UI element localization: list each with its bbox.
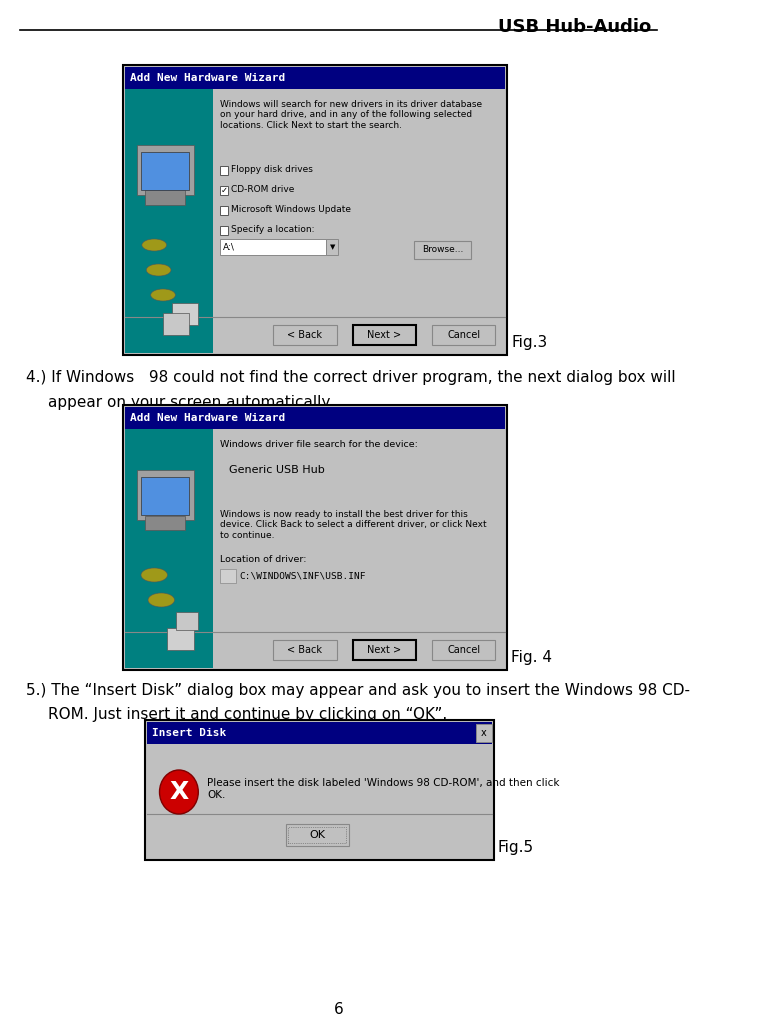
- Text: Cancel: Cancel: [447, 330, 480, 341]
- Bar: [145, 720, 494, 860]
- Bar: [168, 628, 194, 650]
- Text: Windows is now ready to install the best driver for this
device. Click Back to s: Windows is now ready to install the best…: [221, 510, 487, 540]
- Text: Specify a location:: Specify a location:: [231, 226, 315, 235]
- Bar: [141, 152, 189, 190]
- Bar: [221, 206, 228, 215]
- Text: Cancel: Cancel: [447, 645, 480, 655]
- Text: Location of driver:: Location of driver:: [221, 555, 307, 564]
- Bar: [432, 640, 495, 660]
- Bar: [125, 67, 505, 89]
- Text: Floppy disk drives: Floppy disk drives: [231, 166, 313, 175]
- Ellipse shape: [148, 593, 175, 607]
- Ellipse shape: [146, 264, 171, 276]
- Text: ▼: ▼: [330, 244, 335, 250]
- Text: A:\: A:\: [223, 242, 235, 252]
- Bar: [123, 65, 507, 355]
- Ellipse shape: [141, 568, 168, 582]
- Text: Please insert the disk labeled 'Windows 98 CD-ROM', and then click
OK.: Please insert the disk labeled 'Windows …: [207, 778, 560, 800]
- Text: 6: 6: [334, 1002, 344, 1017]
- Bar: [141, 477, 189, 515]
- Bar: [221, 226, 228, 235]
- Text: Insert Disk: Insert Disk: [152, 728, 227, 738]
- Bar: [432, 325, 495, 345]
- Bar: [285, 824, 349, 846]
- Bar: [145, 190, 185, 205]
- Bar: [221, 166, 228, 175]
- Text: CD-ROM drive: CD-ROM drive: [231, 185, 295, 195]
- Bar: [176, 612, 198, 630]
- Bar: [125, 89, 213, 353]
- Bar: [137, 145, 194, 195]
- Text: appear on your screen automatically.: appear on your screen automatically.: [48, 395, 334, 410]
- Bar: [125, 407, 505, 428]
- Text: C:\WINDOWS\INF\USB.INF: C:\WINDOWS\INF\USB.INF: [240, 571, 366, 581]
- Bar: [221, 186, 228, 195]
- Text: Add New Hardware Wizard: Add New Hardware Wizard: [131, 73, 285, 83]
- Bar: [171, 303, 198, 325]
- Text: < Back: < Back: [288, 330, 322, 341]
- Text: Browse...: Browse...: [422, 245, 464, 255]
- Text: 5.) The “Insert Disk” dialog box may appear and ask you to insert the Windows 98: 5.) The “Insert Disk” dialog box may app…: [26, 683, 691, 698]
- Text: ROM. Just insert it and continue by clicking on “OK”.: ROM. Just insert it and continue by clic…: [48, 707, 448, 722]
- Text: Fig.5: Fig.5: [498, 840, 534, 855]
- Bar: [273, 325, 337, 345]
- Text: Add New Hardware Wizard: Add New Hardware Wizard: [131, 413, 285, 423]
- Text: Windows driver file search for the device:: Windows driver file search for the devic…: [221, 440, 418, 449]
- Bar: [326, 239, 338, 255]
- Text: Generic USB Hub: Generic USB Hub: [229, 465, 325, 475]
- Text: ✓: ✓: [221, 185, 228, 195]
- Text: Next >: Next >: [367, 645, 401, 655]
- Text: OK: OK: [309, 830, 325, 840]
- Text: X: X: [169, 780, 188, 804]
- Ellipse shape: [151, 289, 175, 301]
- Bar: [352, 640, 416, 660]
- Text: Next >: Next >: [367, 330, 401, 341]
- Text: Fig. 4: Fig. 4: [511, 650, 552, 666]
- Ellipse shape: [142, 239, 167, 252]
- Circle shape: [159, 770, 198, 814]
- Text: 4.) If Windows   98 could not find the correct driver program, the next dialog b: 4.) If Windows 98 could not find the cor…: [26, 369, 676, 385]
- Text: x: x: [481, 728, 487, 738]
- Text: Fig.3: Fig.3: [511, 335, 548, 350]
- Bar: [145, 516, 185, 530]
- Bar: [352, 325, 416, 345]
- Bar: [476, 724, 491, 742]
- Bar: [123, 405, 507, 670]
- Bar: [125, 428, 213, 668]
- Text: Microsoft Windows Update: Microsoft Windows Update: [231, 206, 351, 214]
- Text: USB Hub-Audio: USB Hub-Audio: [498, 18, 651, 36]
- Text: Windows will search for new drivers in its driver database
on your hard drive, a: Windows will search for new drivers in i…: [221, 100, 482, 129]
- Bar: [221, 239, 326, 255]
- Text: < Back: < Back: [288, 645, 322, 655]
- Bar: [221, 569, 236, 583]
- Bar: [163, 313, 189, 335]
- Bar: [414, 241, 471, 259]
- Bar: [137, 470, 194, 520]
- Bar: [147, 722, 491, 744]
- Bar: [288, 827, 346, 842]
- Bar: [273, 640, 337, 660]
